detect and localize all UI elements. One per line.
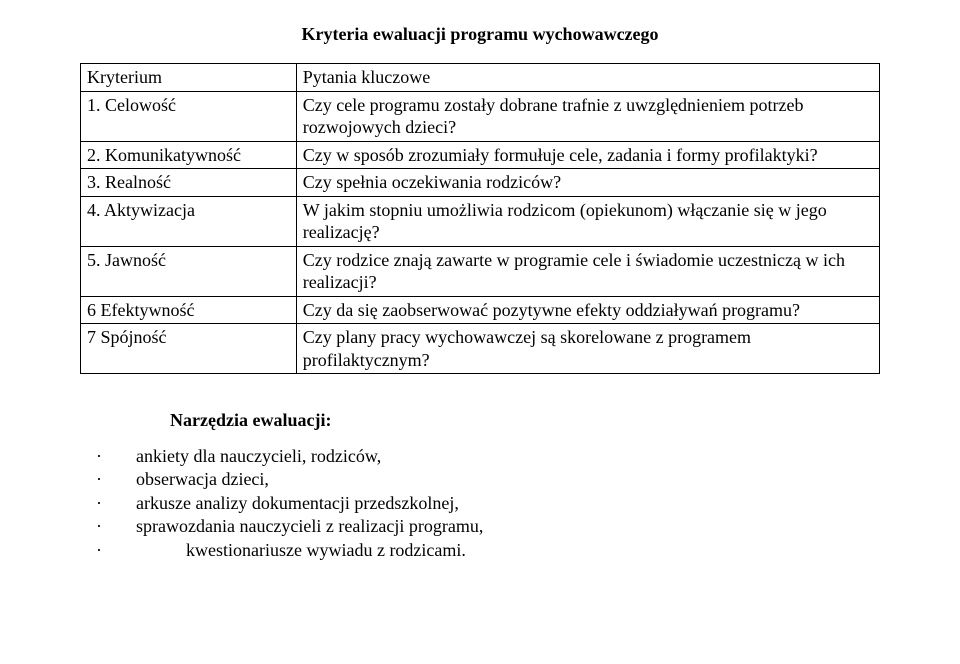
list-item: arkusze analizy dokumentacji przedszkoln…: [120, 492, 880, 515]
question-cell: Czy da się zaobserwować pozytywne efekty…: [296, 296, 879, 324]
question-cell: Czy rodzice znają zawarte w programie ce…: [296, 246, 879, 296]
question-cell: Czy cele programu zostały dobrane trafni…: [296, 91, 879, 141]
table-row: Kryterium Pytania kluczowe: [81, 64, 880, 92]
list-item: sprawozdania nauczycieli z realizacji pr…: [120, 515, 880, 538]
criterion-cell: 3. Realność: [81, 169, 297, 197]
criterion-cell: 4. Aktywizacja: [81, 196, 297, 246]
table-row: 1. Celowość Czy cele programu zostały do…: [81, 91, 880, 141]
question-cell: Czy spełnia oczekiwania rodziców?: [296, 169, 879, 197]
criterion-cell: 7 Spójność: [81, 324, 297, 374]
criterion-cell: 6 Efektywność: [81, 296, 297, 324]
question-cell: Czy w sposób zrozumiały formułuje cele, …: [296, 141, 879, 169]
criteria-table: Kryterium Pytania kluczowe 1. Celowość C…: [80, 63, 880, 374]
criterion-cell: 2. Komunikatywność: [81, 141, 297, 169]
question-cell: Pytania kluczowe: [296, 64, 879, 92]
list-item: obserwacja dzieci,: [120, 468, 880, 491]
tools-heading: Narzędzia ewaluacji:: [170, 410, 880, 431]
criterion-cell: 1. Celowość: [81, 91, 297, 141]
list-item: ankiety dla nauczycieli, rodziców,: [120, 445, 880, 468]
list-item: kwestionariusze wywiadu z rodzicami.: [120, 539, 880, 562]
question-cell: W jakim stopniu umożliwia rodzicom (opie…: [296, 196, 879, 246]
table-row: 7 Spójność Czy plany pracy wychowawczej …: [81, 324, 880, 374]
table-row: 2. Komunikatywność Czy w sposób zrozumia…: [81, 141, 880, 169]
table-row: 3. Realność Czy spełnia oczekiwania rodz…: [81, 169, 880, 197]
page-title: Kryteria ewaluacji programu wychowawczeg…: [80, 24, 880, 45]
table-row: 5. Jawność Czy rodzice znają zawarte w p…: [81, 246, 880, 296]
table-row: 4. Aktywizacja W jakim stopniu umożliwia…: [81, 196, 880, 246]
criterion-cell: 5. Jawność: [81, 246, 297, 296]
table-row: 6 Efektywność Czy da się zaobserwować po…: [81, 296, 880, 324]
criterion-cell: Kryterium: [81, 64, 297, 92]
question-cell: Czy plany pracy wychowawczej są skorelow…: [296, 324, 879, 374]
tools-list: ankiety dla nauczycieli, rodziców, obser…: [80, 445, 880, 562]
